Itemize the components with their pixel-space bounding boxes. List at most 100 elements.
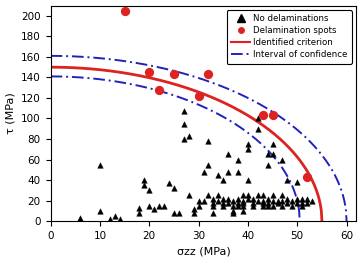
Point [270,113,275,118]
Point [285,201,290,205]
Point [206,139,211,143]
Point [240,193,246,198]
Point [146,204,152,208]
X-axis label: σzz (MPa): σzz (MPa) [177,247,230,256]
Point [171,211,177,215]
Point [201,170,206,174]
Point [289,204,295,208]
Point [270,199,275,203]
Point [215,199,221,203]
Point [235,196,241,201]
Point [260,113,266,118]
Point [265,163,270,167]
Point [279,204,285,208]
Point [166,181,172,185]
Point [235,170,241,174]
Point [201,199,206,203]
Point [171,186,177,190]
Point [279,193,285,198]
Point [77,216,83,220]
Point [107,217,113,221]
Point [191,211,197,215]
Point [142,178,147,182]
Point [220,196,226,201]
Point [245,142,251,146]
Point [181,137,187,141]
Point [206,193,211,198]
Point [255,199,261,203]
Point [186,193,191,198]
Point [210,196,216,201]
Point [279,199,285,203]
Point [230,199,236,203]
Point [156,88,162,92]
Legend: No delaminations, Delamination spots, Identified criterion, Interval of confiden: No delaminations, Delamination spots, Id… [227,10,352,63]
Point [270,142,275,146]
Point [304,175,310,179]
Point [270,152,275,156]
Point [161,204,167,208]
Point [245,193,251,198]
Point [309,199,315,203]
Point [215,193,221,198]
Point [255,116,261,121]
Point [186,134,191,138]
Point [215,173,221,177]
Point [181,122,187,126]
Point [265,152,270,156]
Point [146,70,152,74]
Point [196,199,202,203]
Point [171,72,177,77]
Point [245,196,251,201]
Point [220,201,226,205]
Point [136,211,142,215]
Point [210,201,216,205]
Point [210,211,216,215]
Point [279,157,285,162]
Point [304,196,310,201]
Point [285,178,290,182]
Point [220,204,226,208]
Point [196,94,202,98]
Point [97,163,103,167]
Point [230,209,236,213]
Point [304,201,310,205]
Point [294,180,300,184]
Point [260,199,266,203]
Point [235,204,241,208]
Point [240,199,246,203]
Point [220,178,226,182]
Point [240,209,246,213]
Point [206,163,211,167]
Point [255,127,261,131]
Point [245,147,251,151]
Point [210,204,216,208]
Point [230,211,236,215]
Point [275,201,281,205]
Point [250,204,256,208]
Point [260,204,266,208]
Y-axis label: τ (MPa): τ (MPa) [5,92,16,134]
Point [270,204,275,208]
Point [146,188,152,193]
Point [265,196,270,201]
Point [235,157,241,162]
Point [255,193,261,198]
Point [156,204,162,208]
Point [225,201,231,205]
Point [260,201,266,205]
Point [235,201,241,205]
Point [225,196,231,201]
Point [181,109,187,113]
Point [230,204,236,208]
Point [225,152,231,156]
Point [151,207,157,211]
Point [299,204,305,208]
Point [260,193,266,198]
Point [265,201,270,205]
Point [250,196,256,201]
Point [294,201,300,205]
Point [240,204,246,208]
Point [245,178,251,182]
Point [225,170,231,174]
